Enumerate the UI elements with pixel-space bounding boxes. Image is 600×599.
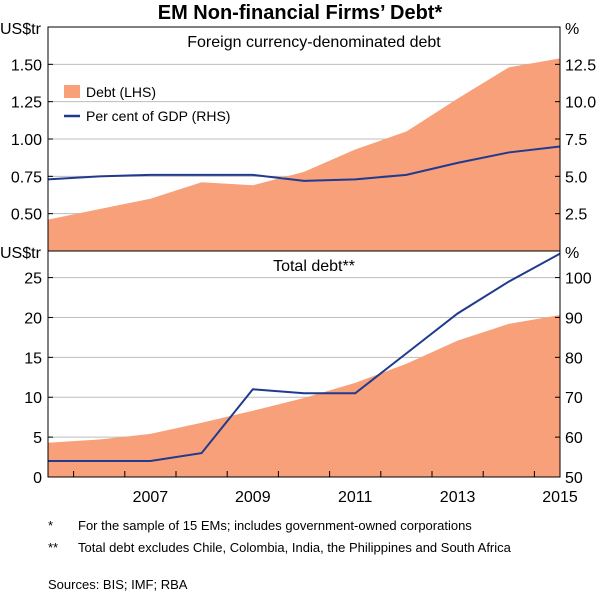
right-tick-label: 50 <box>565 470 583 487</box>
legend-label-debt: Debt (LHS) <box>86 84 156 100</box>
footnote-2: ** Total debt excludes Chile, Colombia, … <box>48 540 588 574</box>
footnote-1-mark: * <box>48 518 54 533</box>
left-tick-label: 0 <box>33 470 42 487</box>
footnote-1-text: For the sample of 15 EMs; includes gover… <box>78 518 472 533</box>
debt-area <box>48 58 560 251</box>
x-tick-label: 2007 <box>133 489 169 506</box>
right-tick-label: 90 <box>565 310 583 327</box>
x-tick-label: 2013 <box>440 489 476 506</box>
panel-total-debt: 0 5 10 15 20 25 50 60 70 80 90 100 US$tr % Total debt*… <box>0 245 592 506</box>
panel-foreign-currency-debt: 0.50 0.75 1.00 1.25 1.50 2.5 5.0 7.5 10.0 12.5 US$… <box>0 21 596 252</box>
left-tick-label: 1.00 <box>11 132 42 149</box>
footnote-1: * For the sample of 15 EMs; includes gov… <box>48 518 588 538</box>
right-tick-label: 70 <box>565 390 583 407</box>
x-tick-label: 2009 <box>235 489 271 506</box>
right-tick-label: 5.0 <box>565 169 587 186</box>
panel-title: Foreign currency-denominated debt <box>187 34 441 51</box>
chart-svg: 0.50 0.75 1.00 1.25 1.50 2.5 5.0 7.5 10.0 12.5 US$… <box>0 21 596 506</box>
footnote-2-text: Total debt excludes Chile, Colombia, Ind… <box>78 540 511 555</box>
left-tick-label: 25 <box>24 271 42 288</box>
debt-area <box>48 315 560 477</box>
left-tick-label: 15 <box>24 350 42 367</box>
left-tick-label: 0.50 <box>11 207 42 224</box>
left-tick-label: 5 <box>33 430 42 447</box>
left-unit-label: US$tr <box>0 21 42 38</box>
left-tick-label: 10 <box>24 390 42 407</box>
footnote-2-mark: ** <box>48 540 59 555</box>
legend-swatch-debt <box>64 85 80 98</box>
right-tick-label: 60 <box>565 430 583 447</box>
x-tick-label: 2011 <box>338 489 373 506</box>
left-unit-label: US$tr <box>0 245 42 262</box>
gdp-share-line <box>47 145 561 182</box>
panel-frame <box>47 250 561 478</box>
gdp-share-line <box>48 252 561 463</box>
left-tick-label: 1.50 <box>11 57 42 74</box>
chart-title: EM Non-financial Firms’ Debt* <box>157 2 443 24</box>
right-tick-label: 2.5 <box>565 207 587 224</box>
left-tick-label: 0.75 <box>11 169 42 186</box>
panel-title: Total debt** <box>273 258 355 275</box>
right-tick-label: 80 <box>565 350 583 367</box>
right-tick-label: 12.5 <box>565 57 596 74</box>
right-tick-label: 100 <box>565 271 592 288</box>
x-tick-label: 2015 <box>542 489 578 506</box>
left-tick-label: 20 <box>24 310 42 327</box>
right-tick-label: 7.5 <box>565 132 587 149</box>
right-unit-label: % <box>565 245 579 262</box>
right-tick-label: 10.0 <box>565 95 596 112</box>
right-unit-label: % <box>565 21 579 38</box>
legend: Debt (LHS) Per cent of GDP (RHS) <box>64 84 230 124</box>
left-tick-label: 1.25 <box>11 95 42 112</box>
sources: Sources: BIS; IMF; RBA <box>48 577 188 592</box>
legend-label-gdp: Per cent of GDP (RHS) <box>86 108 230 124</box>
